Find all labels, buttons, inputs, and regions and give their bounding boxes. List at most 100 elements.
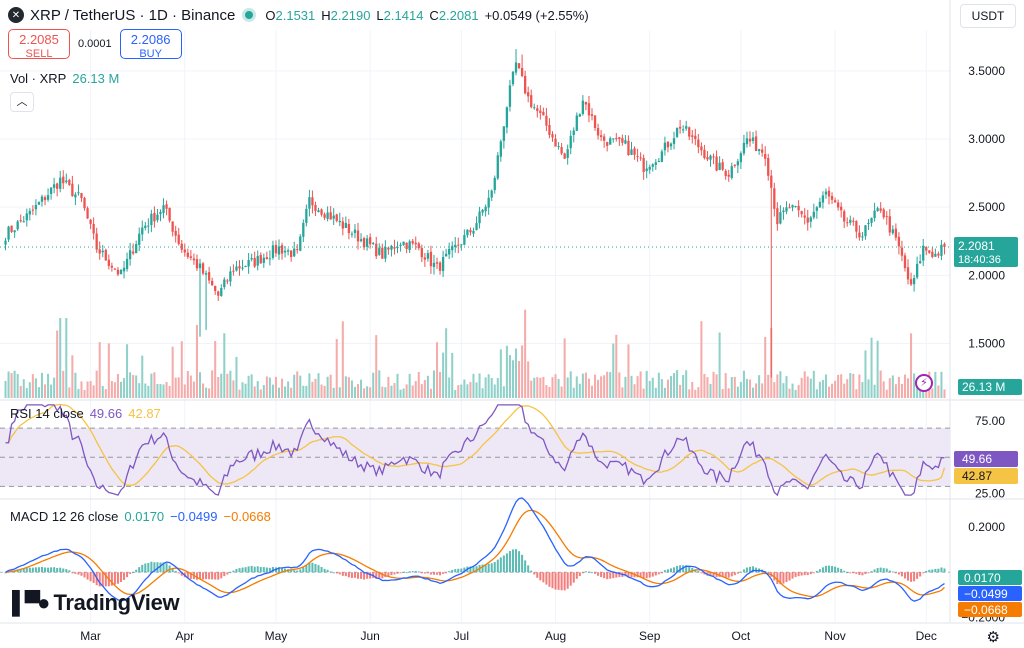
- macd-hist-bar: [581, 572, 584, 574]
- candle-body: [779, 212, 782, 224]
- volume-bar: [715, 374, 718, 398]
- candle-body: [542, 112, 545, 116]
- candle-body: [37, 202, 41, 205]
- volume-bar: [900, 383, 903, 398]
- candle-body: [767, 158, 770, 176]
- candle-body: [250, 258, 253, 260]
- macd-hist-bar: [320, 566, 323, 573]
- volume-bar: [502, 386, 505, 398]
- volume-bar: [587, 378, 590, 398]
- candle-body: [86, 208, 89, 219]
- candle-body: [323, 214, 326, 218]
- macd-hist-bar: [776, 572, 779, 585]
- macd-hist-bar: [247, 566, 250, 573]
- rsi-ma-line: [5, 403, 946, 486]
- macd-hist-bar: [366, 572, 369, 579]
- macd-hist-bar: [709, 572, 712, 576]
- candle-body: [165, 204, 168, 209]
- buy-label: BUY: [139, 48, 162, 60]
- macd-hist-bar: [277, 567, 281, 573]
- tradingview-logo[interactable]: ▌▀● TradingView: [12, 590, 180, 616]
- volume-bar: [238, 389, 241, 398]
- volume-bar: [62, 370, 65, 398]
- volume-bar: [873, 384, 876, 398]
- candle-body: [475, 223, 478, 231]
- candle-body: [782, 210, 785, 213]
- macd-hist-bar: [138, 567, 141, 573]
- macd-hist-bar: [818, 569, 821, 573]
- macd-hist-bar: [308, 562, 311, 573]
- volume-bar: [311, 381, 314, 398]
- macd-hist-bar: [259, 567, 262, 573]
- macd-hist-bar: [220, 572, 223, 579]
- macd-hist-bar: [405, 572, 408, 574]
- candle-body: [432, 262, 436, 267]
- volume-bar: [226, 373, 229, 398]
- candle-body: [381, 247, 384, 259]
- volume-bar: [180, 341, 183, 398]
- lightning-icon[interactable]: ⚡: [915, 374, 933, 392]
- volume-bar: [341, 321, 344, 398]
- volume-bar: [651, 377, 654, 398]
- rsi-ma-value: 42.87: [128, 406, 161, 421]
- volume-bar: [815, 389, 818, 398]
- volume-bar: [870, 337, 873, 398]
- macd-hist-bar: [344, 572, 347, 577]
- volume-bar: [843, 383, 846, 398]
- candle-body: [630, 149, 633, 155]
- volume-value: 26.13 M: [72, 71, 120, 86]
- currency-selector[interactable]: USDT: [960, 4, 1016, 28]
- candle-body: [931, 251, 934, 258]
- macd-hist-bar: [71, 572, 74, 574]
- macd-hist-bar: [451, 569, 454, 573]
- macd-hist-bar: [566, 572, 569, 589]
- macd-hist-bar: [232, 570, 235, 573]
- macd-legend[interactable]: MACD 12 26 close 0.0170 −0.0499 −0.0668: [10, 509, 271, 524]
- macd-hist-bar: [268, 567, 271, 573]
- month-tick-label: Oct: [732, 629, 751, 643]
- collapse-legend-button[interactable]: ︿: [10, 92, 34, 112]
- macd-hist-badge: [958, 570, 1022, 585]
- candle-body: [885, 216, 888, 218]
- volume-bar: [396, 373, 399, 398]
- candle-body: [873, 210, 876, 219]
- candle-body: [65, 180, 68, 183]
- buy-button[interactable]: 2.2086 BUY: [119, 29, 182, 60]
- candle-body: [800, 211, 803, 215]
- volume-bar: [186, 371, 189, 398]
- macd-hist-bar: [873, 569, 876, 573]
- volume-bar: [803, 371, 806, 398]
- candle-body: [244, 265, 247, 267]
- macd-hist-bar: [849, 572, 852, 574]
- candle-body: [840, 206, 843, 211]
- candle-body: [402, 241, 405, 245]
- volume-bar: [603, 375, 606, 398]
- macd-hist-bar: [110, 572, 113, 586]
- volume-bar: [347, 377, 350, 398]
- volume-bar: [779, 371, 782, 398]
- macd-hist-bar: [19, 568, 22, 573]
- volume-bar: [429, 388, 432, 398]
- volume-bar: [578, 383, 581, 398]
- volume-bar: [247, 375, 250, 398]
- macd-hist-bar: [943, 568, 946, 573]
- candle-body: [827, 190, 831, 197]
- candle-body: [718, 162, 721, 171]
- macd-hist-bar: [697, 571, 700, 573]
- volume-badge-value: 26.13 M: [962, 380, 1005, 394]
- macd-hist-bar: [387, 572, 390, 577]
- gear-icon[interactable]: ⚙: [986, 629, 1000, 646]
- sell-button[interactable]: 2.2085 SELL: [8, 29, 70, 60]
- symbol-title[interactable]: XRP / TetherUS · 1D · Binance: [30, 6, 236, 24]
- volume-legend[interactable]: Vol · XRP 26.13 M: [10, 71, 119, 86]
- volume-bar: [95, 370, 98, 398]
- volume-bar: [369, 387, 372, 398]
- rsi-legend[interactable]: RSI 14 close 49.66 42.87: [10, 406, 161, 421]
- volume-bar: [551, 377, 554, 398]
- macd-hist-bar: [594, 572, 597, 574]
- volume-bar: [755, 383, 758, 398]
- macd-hist-bar: [809, 572, 812, 575]
- candle-body: [241, 267, 244, 269]
- volume-bar: [688, 389, 691, 398]
